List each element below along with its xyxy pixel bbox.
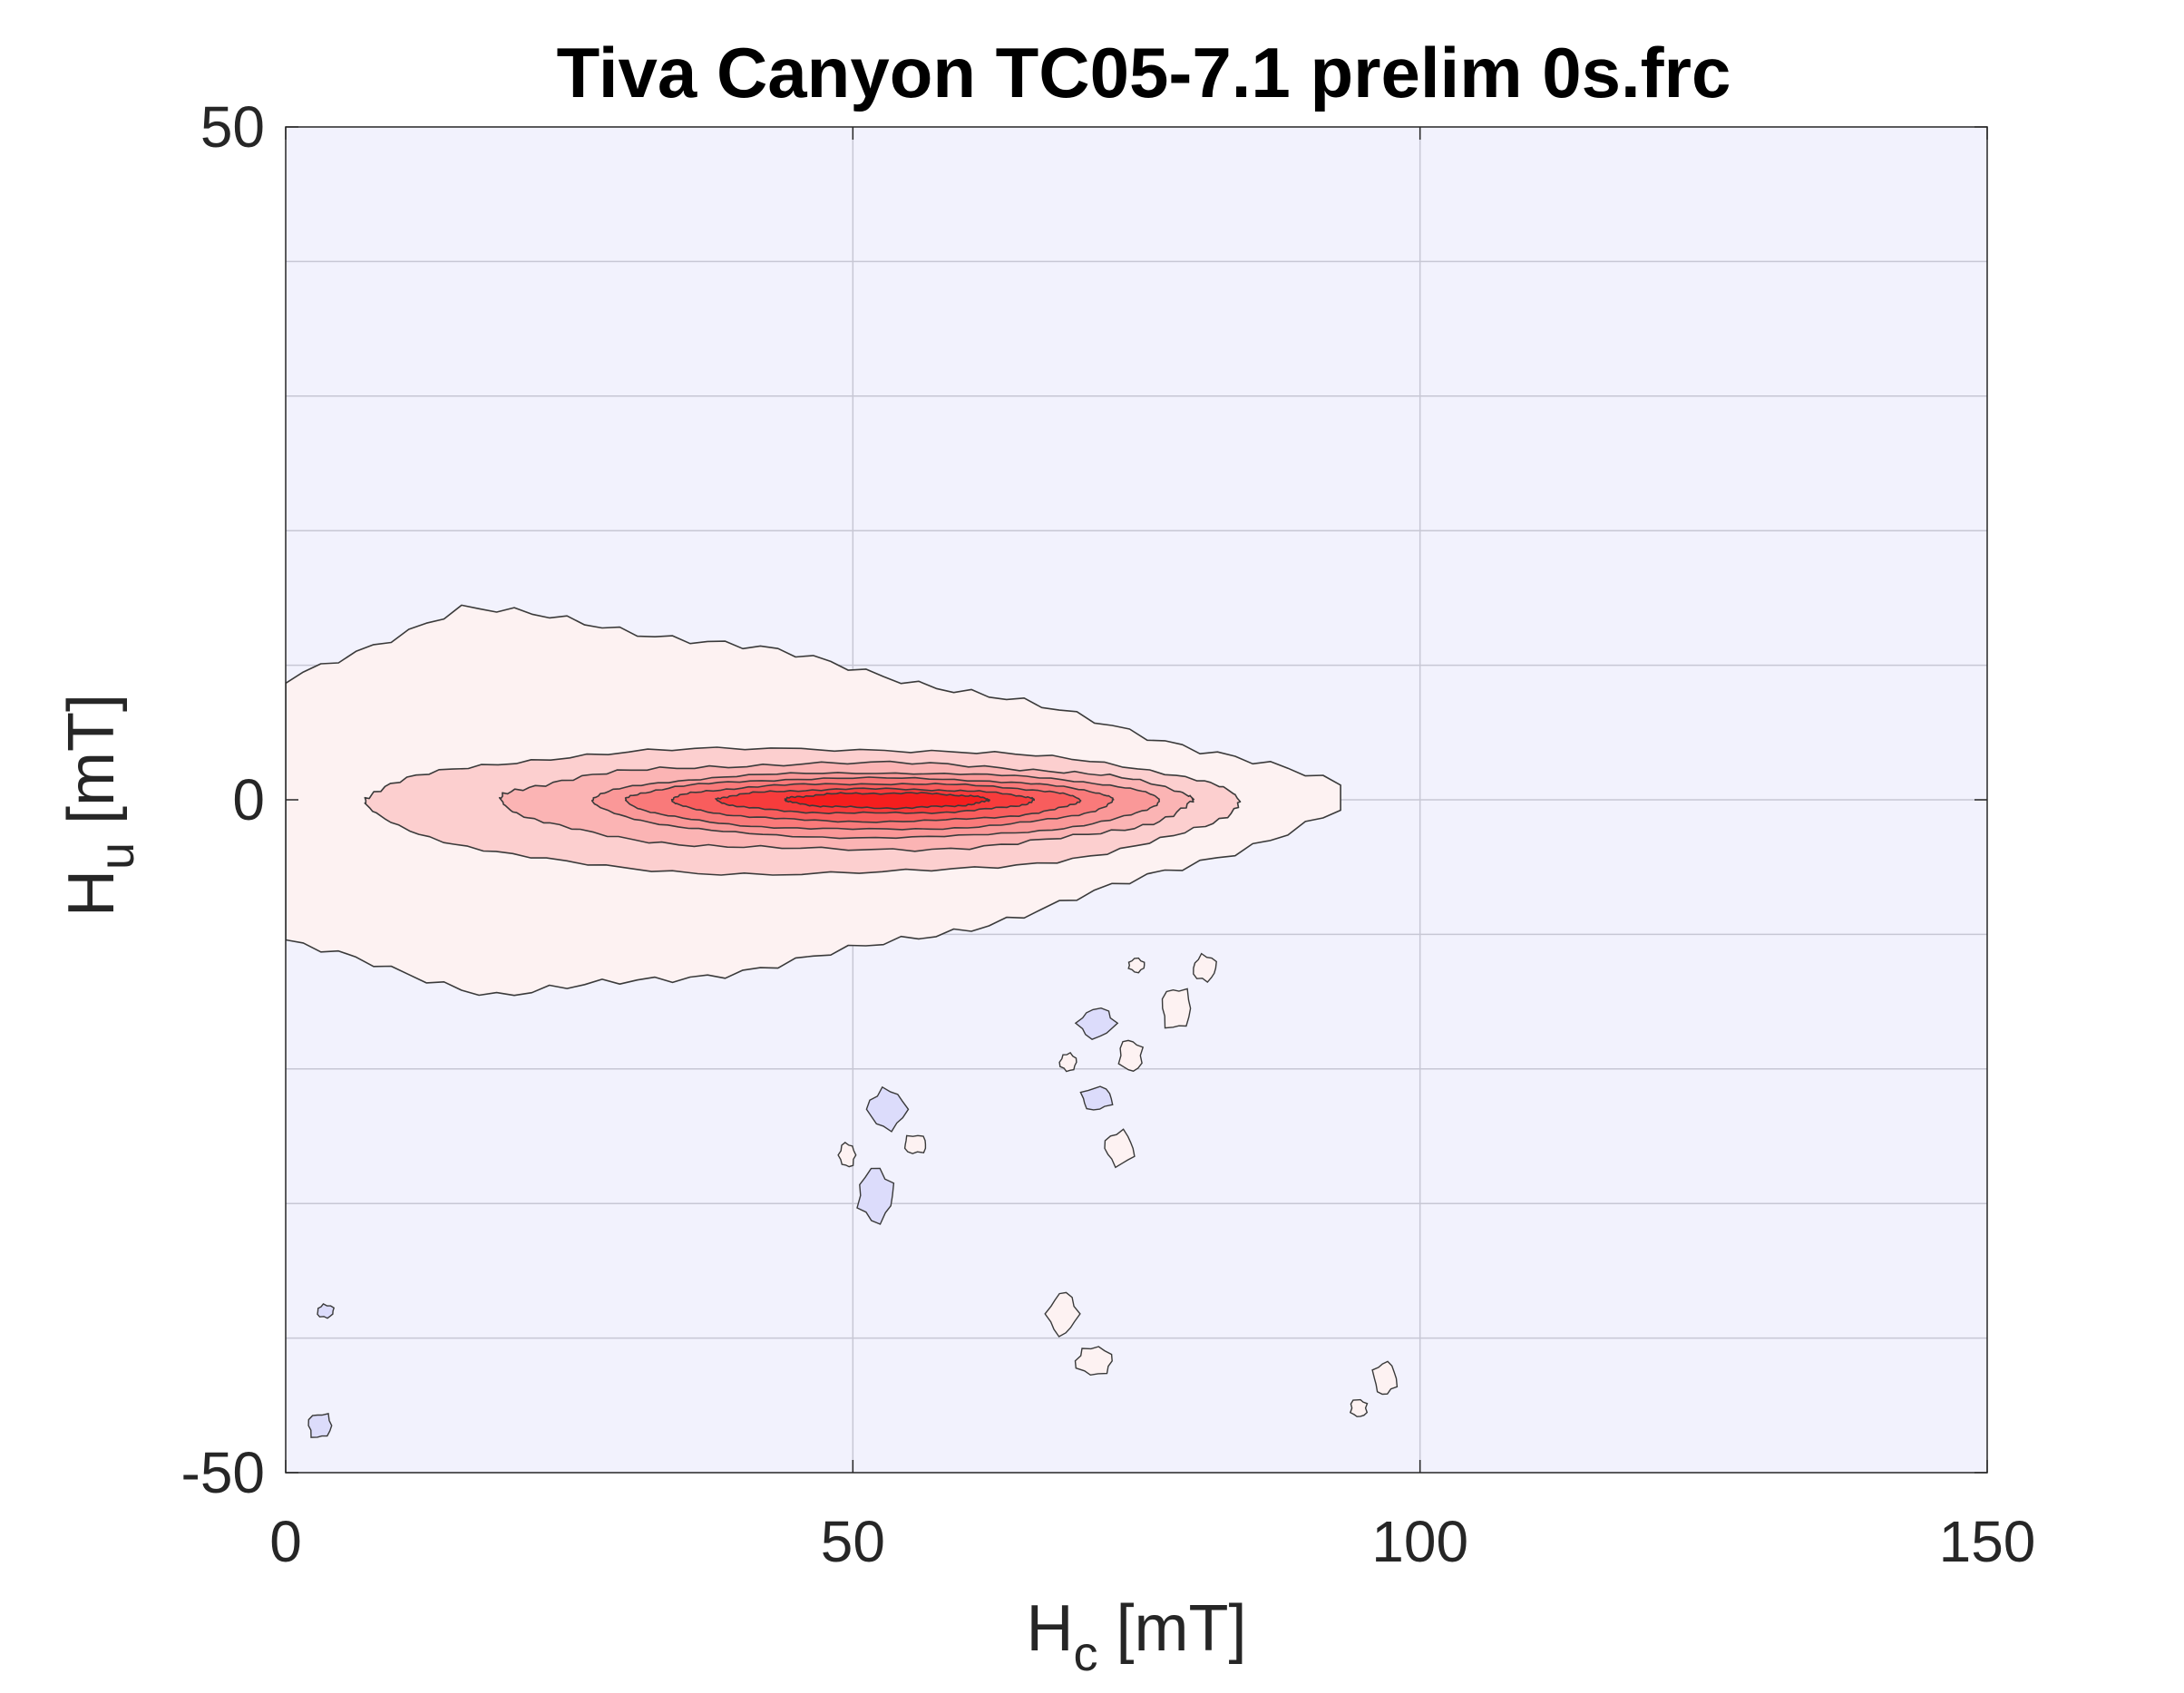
negative-contour-patch bbox=[1079, 1085, 1114, 1111]
positive-contour-patch bbox=[1349, 1398, 1369, 1417]
x-tick-label: 50 bbox=[821, 1509, 885, 1574]
chart-title: Tiva Canyon TC05-7.1 prelim 0s.frc bbox=[557, 33, 1731, 112]
negative-contour-patch bbox=[317, 1303, 336, 1319]
x-tick-label: 150 bbox=[1939, 1509, 2036, 1574]
positive-contour-patch bbox=[1074, 1346, 1113, 1377]
positive-contour-patch bbox=[1058, 1051, 1077, 1073]
positive-contour-patch bbox=[1104, 1128, 1136, 1169]
positive-contour-patch bbox=[1044, 1291, 1081, 1338]
negative-contour-patch bbox=[1074, 1007, 1119, 1040]
contour-level-8 bbox=[784, 792, 990, 810]
y-tick-label: 0 bbox=[232, 767, 265, 832]
positive-contour-patch bbox=[1161, 988, 1192, 1029]
negative-contour-patch bbox=[307, 1413, 333, 1438]
x-tick-label: 100 bbox=[1371, 1509, 1468, 1574]
positive-contour-patch bbox=[1127, 957, 1146, 974]
y-tick-label: -50 bbox=[181, 1440, 266, 1505]
negative-contour-patch bbox=[856, 1167, 895, 1225]
negative-contour-patch bbox=[865, 1085, 910, 1133]
x-tick-label: 0 bbox=[269, 1509, 302, 1574]
y-axis-label: Hu [mT] bbox=[55, 694, 144, 917]
positive-contour-patch bbox=[837, 1142, 857, 1168]
positive-contour-patch bbox=[1117, 1039, 1145, 1072]
positive-contour-patch bbox=[1371, 1360, 1399, 1396]
y-tick-label: 50 bbox=[200, 94, 265, 160]
contour-regions bbox=[286, 604, 1399, 1438]
positive-contour-patch bbox=[903, 1134, 927, 1154]
x-axis-label: Hc [mT] bbox=[1027, 1592, 1247, 1681]
positive-contour-patch bbox=[1193, 952, 1217, 984]
